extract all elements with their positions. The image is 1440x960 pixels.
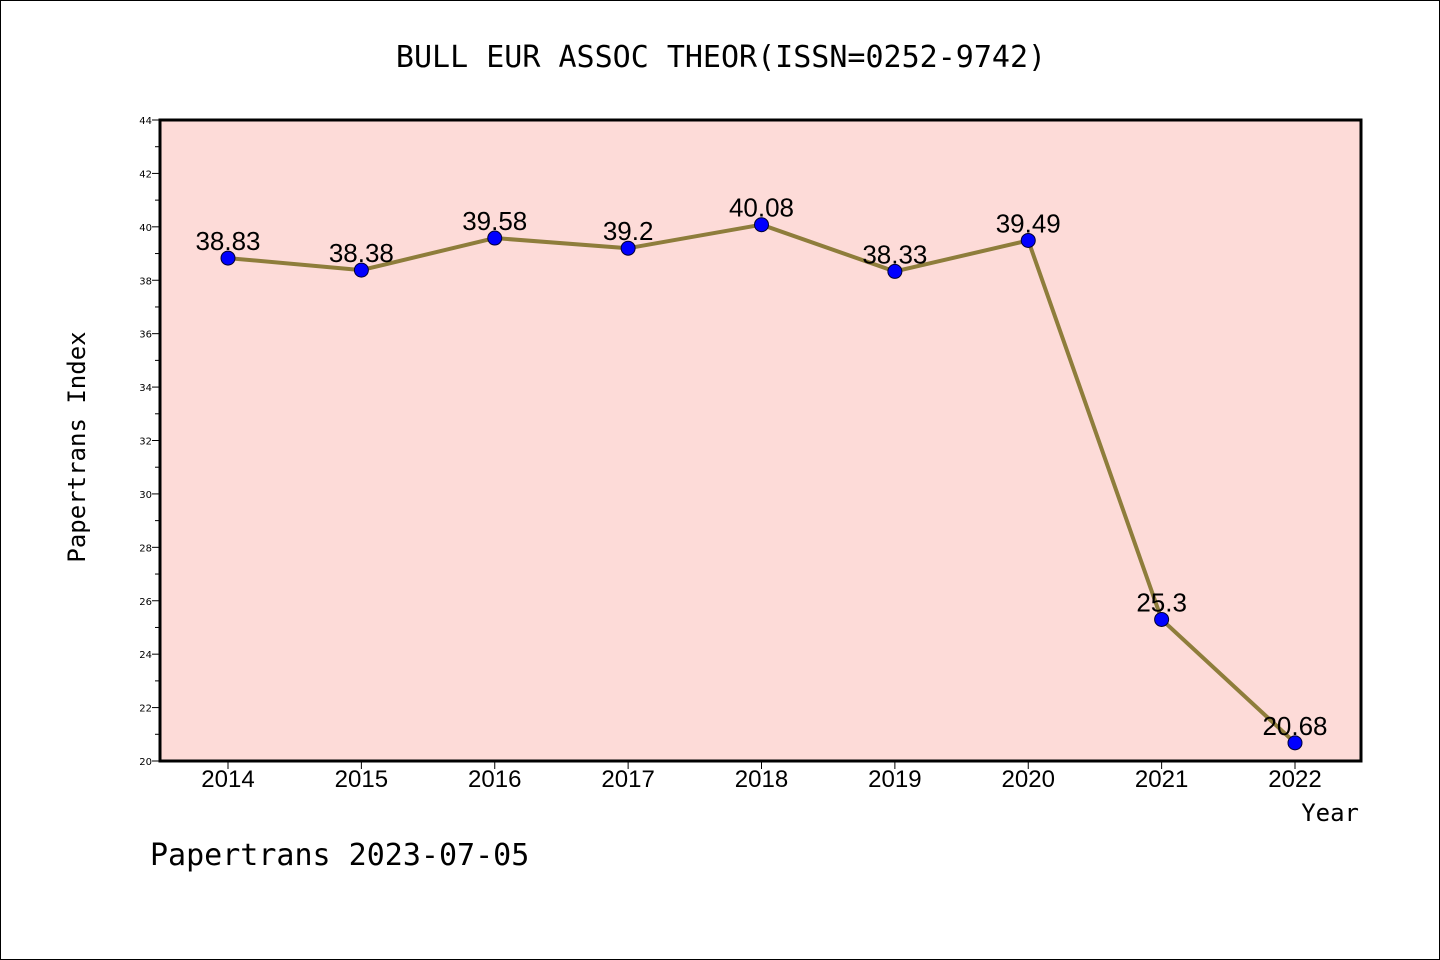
data-label: 39.49 [996,208,1061,238]
y-tick-label: 34 [139,383,152,394]
data-label: 39.58 [462,206,527,236]
data-label-group: 38.83 38.38 39.58 39.2 40.08 38.33 39.49 25.3 20… [195,193,1327,741]
data-point-marker [887,263,903,279]
x-tick-label: 2016 [468,766,521,793]
x-axis-ticks: 2014 2015 2016 2017 2018 2019 2020 2021 2022 [201,761,1322,793]
x-tick-label: 2020 [1002,766,1055,793]
data-label: 40.08 [729,193,794,223]
data-point-marker [1154,611,1170,627]
data-point-marker [1020,232,1036,248]
x-tick-label: 2017 [601,766,654,793]
y-tick-label: 24 [139,650,152,661]
x-tick-label: 2015 [335,766,388,793]
y-tick-label: 32 [139,437,152,448]
data-label: 38.33 [862,239,927,269]
data-label: 25.3 [1136,587,1187,617]
y-axis-label: Papertrans Index [63,331,91,562]
chart-title: BULL EUR ASSOC THEOR(ISSN=0252-9742) [396,40,1046,75]
data-point-marker [754,217,769,233]
data-label: 39.2 [603,216,654,246]
y-tick-label: 30 [139,490,152,501]
data-label: 20.68 [1262,711,1327,741]
footer-caption: Papertrans 2023-07-05 [150,838,529,873]
data-point-marker [220,250,236,266]
data-point-marker [620,240,636,256]
x-tick-label: 2018 [735,766,788,793]
y-tick-label: 26 [139,597,152,608]
y-tick-label: 20 [139,757,152,768]
data-point-marker [353,262,369,278]
data-point-marker [487,230,503,246]
x-tick-label: 2019 [868,766,921,793]
x-tick-label: 2022 [1268,766,1321,793]
y-tick-label: 44 [139,116,152,127]
y-tick-label: 42 [139,169,152,180]
y-tick-label: 22 [139,704,152,715]
y-tick-label: 38 [139,276,152,287]
marker-group [220,217,1303,751]
data-label: 38.38 [329,238,394,268]
y-tick-label: 28 [139,543,152,554]
y-axis-ticks: 20 22 24 26 28 30 32 34 36 38 40 42 44 [139,116,160,768]
data-label: 38.83 [195,226,260,256]
x-tick-label: 2021 [1135,766,1188,793]
y-tick-label: 40 [139,223,152,234]
data-point-marker [1287,735,1303,751]
y-tick-label: 36 [139,330,152,341]
x-tick-label: 2014 [201,766,254,793]
x-axis-label: Year [1301,799,1359,827]
